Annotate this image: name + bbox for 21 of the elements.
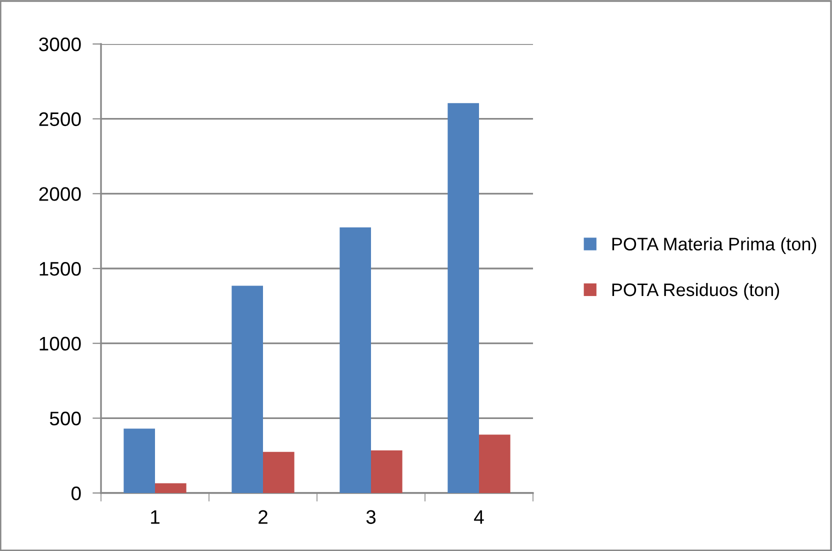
x-tick-label: 2 bbox=[258, 510, 268, 524]
y-tick-label: 3000 bbox=[39, 37, 81, 52]
y-tick-label: 2500 bbox=[39, 112, 81, 126]
bar bbox=[448, 103, 479, 493]
legend-label: POTA Materia Prima (ton) bbox=[612, 237, 816, 254]
bar bbox=[371, 450, 402, 493]
bar bbox=[155, 483, 186, 493]
y-tick-label: 1500 bbox=[40, 262, 81, 276]
bar bbox=[263, 452, 294, 493]
y-tick-label: 2000 bbox=[39, 187, 81, 201]
y-tick-label: 0 bbox=[72, 486, 81, 500]
y-tick-label: 500 bbox=[50, 412, 81, 426]
bar bbox=[124, 428, 155, 493]
bar bbox=[232, 286, 263, 493]
bar bbox=[479, 434, 510, 493]
y-tick-label: 1000 bbox=[40, 336, 81, 351]
x-tick-label: 1 bbox=[151, 510, 160, 524]
bar bbox=[340, 227, 371, 493]
legend-label: POTA Residuos (ton) bbox=[612, 282, 780, 300]
x-tick-label: 3 bbox=[366, 510, 376, 524]
x-tick-label: 4 bbox=[474, 510, 484, 524]
